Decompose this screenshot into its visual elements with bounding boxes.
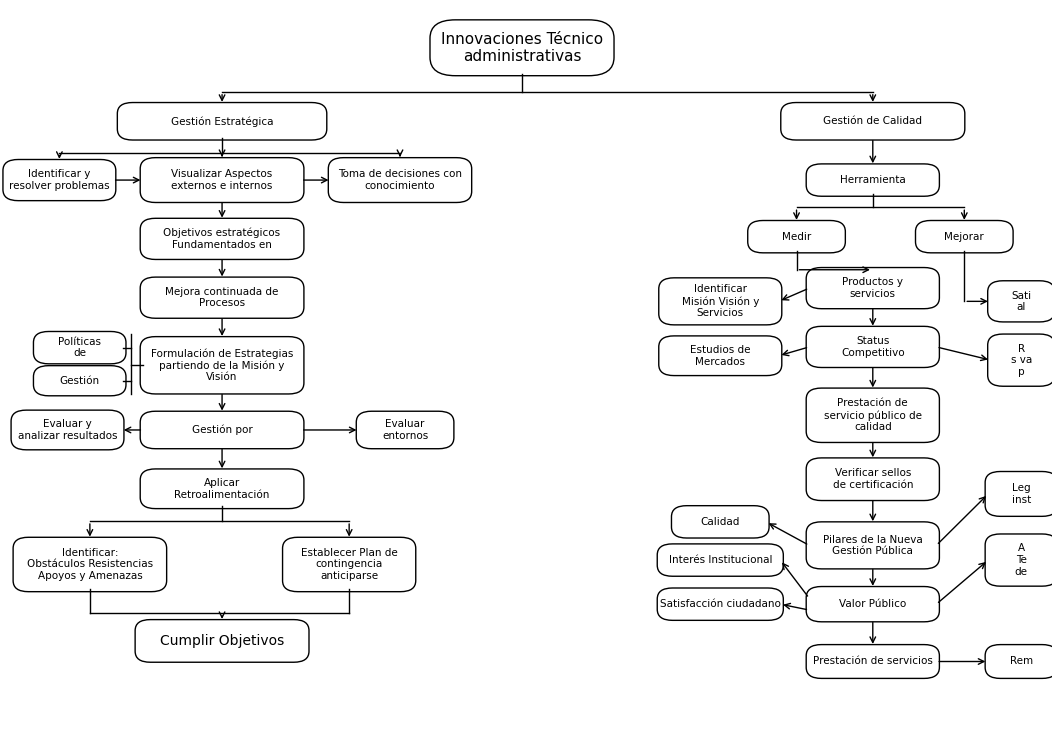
FancyBboxPatch shape — [988, 334, 1052, 387]
Text: Aplicar
Retroalimentación: Aplicar Retroalimentación — [175, 478, 269, 500]
FancyBboxPatch shape — [357, 412, 453, 448]
FancyBboxPatch shape — [748, 220, 846, 253]
FancyBboxPatch shape — [328, 157, 471, 202]
Text: Evaluar
entornos: Evaluar entornos — [382, 419, 428, 441]
Text: Objetivos estratégicos
Fundamentados en: Objetivos estratégicos Fundamentados en — [163, 228, 281, 250]
Text: Medir: Medir — [782, 232, 811, 242]
Text: Productos y
servicios: Productos y servicios — [843, 277, 904, 299]
FancyBboxPatch shape — [140, 157, 304, 202]
Text: Identificar:
Obstáculos Resistencias
Apoyos y Amenazas: Identificar: Obstáculos Resistencias Apo… — [26, 548, 153, 581]
FancyBboxPatch shape — [659, 336, 782, 376]
Text: Mejora continuada de
Procesos: Mejora continuada de Procesos — [165, 287, 279, 309]
Text: R
s va
p: R s va p — [1011, 343, 1032, 377]
Text: Valor Público: Valor Público — [839, 599, 907, 609]
Text: Innovaciones Técnico
administrativas: Innovaciones Técnico administrativas — [441, 32, 603, 64]
FancyBboxPatch shape — [12, 410, 124, 450]
Text: Status
Competitivo: Status Competitivo — [841, 336, 905, 358]
FancyBboxPatch shape — [781, 102, 965, 140]
Text: Gestión: Gestión — [60, 376, 100, 386]
Text: Pilares de la Nueva
Gestión Pública: Pilares de la Nueva Gestión Pública — [823, 534, 923, 556]
Text: Herramienta: Herramienta — [839, 175, 906, 185]
Text: Gestión Estratégica: Gestión Estratégica — [170, 116, 274, 126]
FancyBboxPatch shape — [806, 587, 939, 622]
FancyBboxPatch shape — [140, 218, 304, 259]
Text: Sati
al: Sati al — [1011, 290, 1031, 312]
Text: Gestión por: Gestión por — [191, 425, 252, 435]
FancyBboxPatch shape — [13, 537, 166, 592]
FancyBboxPatch shape — [140, 277, 304, 318]
FancyBboxPatch shape — [985, 645, 1052, 678]
FancyBboxPatch shape — [806, 645, 939, 678]
FancyBboxPatch shape — [430, 20, 614, 76]
Text: Evaluar y
analizar resultados: Evaluar y analizar resultados — [18, 419, 117, 441]
FancyBboxPatch shape — [658, 588, 784, 620]
FancyBboxPatch shape — [806, 268, 939, 309]
Text: Gestión de Calidad: Gestión de Calidad — [824, 116, 923, 126]
FancyBboxPatch shape — [915, 220, 1013, 253]
Text: Prestación de servicios: Prestación de servicios — [813, 656, 933, 667]
FancyBboxPatch shape — [985, 472, 1052, 516]
FancyBboxPatch shape — [658, 544, 784, 576]
Text: Interés Institucional: Interés Institucional — [668, 555, 772, 565]
FancyBboxPatch shape — [985, 534, 1052, 587]
Text: Establecer Plan de
contingencia
anticiparse: Establecer Plan de contingencia anticipa… — [301, 548, 398, 581]
Text: Identificar y
resolver problemas: Identificar y resolver problemas — [9, 169, 109, 191]
FancyBboxPatch shape — [34, 331, 126, 364]
FancyBboxPatch shape — [659, 278, 782, 325]
FancyBboxPatch shape — [140, 469, 304, 509]
FancyBboxPatch shape — [140, 337, 304, 394]
Text: Visualizar Aspectos
externos e internos: Visualizar Aspectos externos e internos — [171, 169, 272, 191]
Text: Toma de decisiones con
conocimiento: Toma de decisiones con conocimiento — [338, 169, 462, 191]
Text: Verificar sellos
de certificación: Verificar sellos de certificación — [832, 468, 913, 490]
FancyBboxPatch shape — [3, 159, 116, 201]
Text: Cumplir Objetivos: Cumplir Objetivos — [160, 634, 284, 648]
FancyBboxPatch shape — [135, 620, 309, 662]
FancyBboxPatch shape — [118, 102, 327, 140]
Text: Mejorar: Mejorar — [945, 232, 985, 242]
FancyBboxPatch shape — [988, 281, 1052, 322]
Text: Estudios de
Mercados: Estudios de Mercados — [690, 345, 750, 367]
FancyBboxPatch shape — [806, 326, 939, 368]
Text: Satisfacción ciudadano: Satisfacción ciudadano — [660, 599, 781, 609]
FancyBboxPatch shape — [806, 522, 939, 569]
FancyBboxPatch shape — [806, 388, 939, 442]
Text: Calidad: Calidad — [701, 517, 740, 527]
Text: Rem: Rem — [1010, 656, 1033, 667]
Text: Políticas
de: Políticas de — [58, 337, 101, 359]
Text: A
Te
de: A Te de — [1015, 543, 1028, 577]
FancyBboxPatch shape — [283, 537, 416, 592]
FancyBboxPatch shape — [34, 366, 126, 395]
FancyBboxPatch shape — [671, 506, 769, 538]
Text: Leg
inst: Leg inst — [1012, 483, 1031, 505]
Text: Identificar
Misión Visión y
Servicios: Identificar Misión Visión y Servicios — [682, 284, 758, 318]
FancyBboxPatch shape — [140, 412, 304, 448]
Text: Prestación de
servicio público de
calidad: Prestación de servicio público de calida… — [824, 398, 922, 432]
FancyBboxPatch shape — [806, 164, 939, 196]
FancyBboxPatch shape — [806, 458, 939, 501]
Text: Formulación de Estrategias
partiendo de la Misión y
Visión: Formulación de Estrategias partiendo de … — [150, 348, 294, 382]
